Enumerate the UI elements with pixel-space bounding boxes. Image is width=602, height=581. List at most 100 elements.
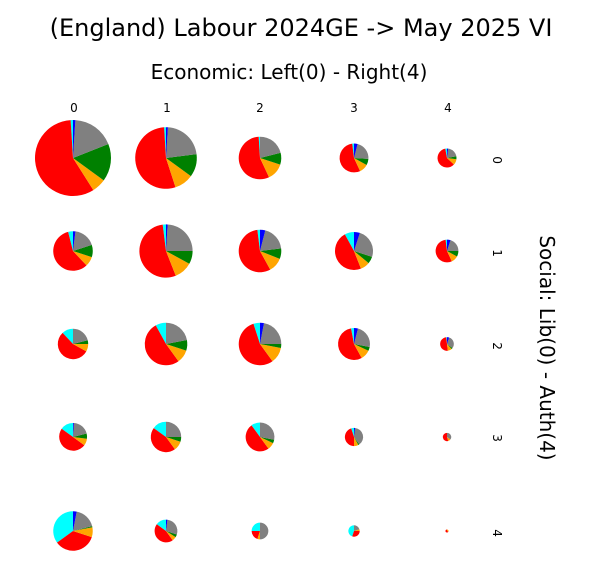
pie-slice-other [354,251,369,269]
pie-slice-lab [57,332,87,360]
x-tick-label-4: 4 [444,101,452,115]
pie-4-4 [445,529,449,533]
pie-slice-grn [166,251,193,264]
pie-slice-grn [260,152,282,165]
pie-slice-grn [166,531,177,538]
pie-slice-ld [447,239,451,251]
pie-slice-grn [166,154,197,177]
pie-3-2 [245,422,275,452]
pie-1-1 [139,224,193,278]
pie-slice-ref [162,224,166,251]
pie-slice-ref [251,522,260,531]
pie-slice-ref [251,422,260,437]
pie-slice-ref [253,322,260,344]
pie-slice-ld [73,422,74,437]
pie-slice-gray [166,519,178,535]
pie-slice-gray [260,136,281,158]
pie-slice-other [354,437,359,447]
pie-slice-other [166,251,190,276]
pie-3-0 [59,422,88,451]
pie-slice-grn [260,344,282,348]
pie-slice-grn [447,156,457,160]
pie-slice-grn [354,158,369,165]
pie-slice-ref [61,422,73,437]
pie-slice-lab [150,428,175,453]
pie-slice-ld [447,337,450,344]
pie-slice-lab [238,136,270,180]
pie-slice-grn [447,344,453,349]
pie-slice-ld [260,229,266,251]
pie-slice-ld [260,322,264,344]
pie-slice-grn [166,340,188,351]
pie-slice-ref [351,328,354,344]
pie-slice-ref [155,322,166,344]
pie-slice-lab [334,234,361,271]
pie-slice-grn [73,526,93,531]
pie-slice-ref [164,127,166,158]
pie-slice-gray [73,511,93,531]
pie-slice-gray [354,328,370,347]
pie-2-1 [144,322,188,366]
pie-slice-gray [73,328,88,344]
pie-slice-other [354,344,369,358]
pie-slice-other [354,158,367,172]
pie-4-1 [154,519,178,543]
pie-slice-grn [354,437,360,445]
pie-slice-lab [344,428,354,447]
pie-slice-lab [445,529,449,533]
pie-slice-ref [258,136,260,158]
pie-slice-ref [446,337,447,344]
y-tick-labels: 0 1 2 3 4 [490,156,504,537]
pie-slice-other [73,437,87,446]
pie-slice-lab [135,127,176,189]
pie-slice-ref [68,231,73,251]
pie-slice-ref [344,232,354,251]
pie-slice-lab [338,328,362,360]
pie-1-0 [53,231,93,271]
pie-slice-grn [166,437,182,442]
pie-4-3 [348,525,360,537]
pie-slice-lab [442,432,449,442]
pie-slice-lab [245,425,269,452]
pie-slice-gray [73,120,109,158]
pie-slice-other [447,251,457,262]
pie-slice-ld [447,148,449,158]
pie-slice-other [260,158,281,178]
y-tick-label-2: 2 [490,342,504,350]
pie-slice-gray [166,127,197,158]
pie-slice-lab [154,524,173,543]
pie-slice-gray [354,525,360,531]
pie-slice-gray [166,322,187,344]
pie-slice-other [166,158,191,188]
pie-slice-ref [53,511,73,543]
pie-slice-other [447,158,457,165]
y-axis-label: Social: Lib(0) - Auth(4) [535,235,559,460]
pie-slice-ref [351,427,354,437]
pie-3-4 [442,432,452,442]
pie-slice-gray [166,421,182,437]
pie-2-0 [57,328,89,360]
pie-slice-ld [73,231,76,251]
pie-slice-other [257,531,260,540]
pie-slice-lab [440,337,448,351]
x-tick-label-2: 2 [256,101,264,115]
pie-slice-gray [354,427,364,445]
pie-slice-lab [59,428,85,451]
pie-1-3 [334,232,373,271]
pie-3-3 [344,427,364,447]
pie-slice-other [73,527,93,538]
pie-slice-lab [339,143,361,173]
chart-title: (England) Labour 2024GE -> May 2025 VI [50,14,553,42]
pie-slice-lab [437,148,454,168]
pie-slice-ref [352,143,354,158]
x-tick-label-1: 1 [163,101,171,115]
pie-slice-lab [144,325,179,366]
pie-slice-ld [354,143,358,158]
pie-0-0 [34,119,111,196]
pie-slice-other [260,344,281,362]
pie-slice-ref [153,421,166,437]
pie-slice-gray [260,522,269,540]
pie-slice-ld [73,511,77,531]
pie-slice-other [166,344,187,362]
